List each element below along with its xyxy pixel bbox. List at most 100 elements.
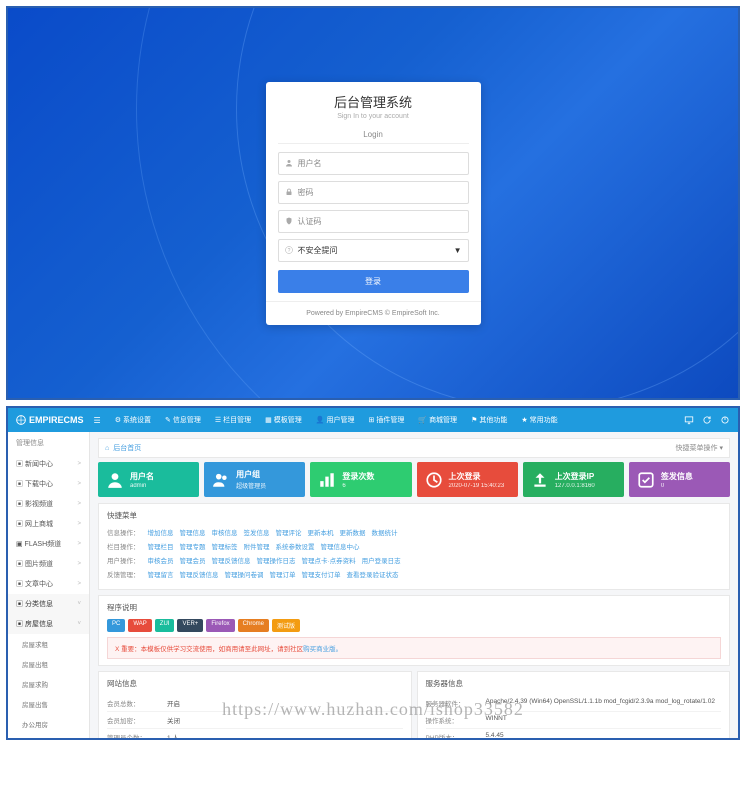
quick-link[interactable]: 系统参数设置 [276,541,315,551]
topnav-item[interactable]: ▦模板管理 [259,412,308,428]
topnav-item[interactable]: ☰栏目管理 [209,412,257,428]
login-footer: Powered by EmpireCMS © EmpireSoft Inc. [266,301,481,325]
stat-cards: 用户名admin用户组超级管理员登录次数6上次登录2020-07-19 15:4… [98,462,730,497]
topnav-item[interactable]: ⚑其他功能 [465,412,513,428]
tag[interactable]: Chrome [238,619,269,632]
quick-link[interactable]: 增加信息 [148,527,174,537]
quick-link[interactable]: 管理操问卷调 [225,569,264,579]
chevron-down-icon: ▼ [454,246,462,255]
top-navigation: ⚙系统设置✎信息管理☰栏目管理▦模板管理👤用户管理⊞插件管理🛒商城管理⚑其他功能… [109,412,684,428]
quick-link[interactable]: 管理支付订单 [302,569,341,579]
quick-link[interactable]: 管理信息 [180,527,206,537]
home-icon[interactable]: ⌂ [105,445,109,452]
stat-card[interactable]: 用户名admin [98,462,199,497]
sidebar-item[interactable]: ▣ 网上商城˃ [8,514,89,534]
stat-card[interactable]: 签发信息0 [629,462,730,497]
quick-link[interactable]: 管理点卡·点券资料 [302,555,356,565]
topnav-item[interactable]: 👤用户管理 [310,412,361,428]
quick-link[interactable]: 管理操作日志 [257,555,296,565]
power-icon[interactable] [720,415,730,425]
sidebar-item[interactable]: 旺铺门面 [8,734,89,738]
quick-menu-panel: 快捷菜单 信息操作：增加信息管理信息审核信息签发信息管理评论更新本机更新数据数据… [98,503,730,590]
stat-card[interactable]: 登录次数6 [310,462,411,497]
quick-link[interactable]: 更新本机 [308,527,334,537]
stat-card[interactable]: 上次登录2020-07-19 15:40:23 [417,462,518,497]
stat-card[interactable]: 上次登录IP127.0.0.1:8160 [523,462,624,497]
topnav-item[interactable]: 🛒商城管理 [412,412,463,428]
quick-menu-title: 快捷菜单 [107,510,721,521]
sidebar-item[interactable]: ▣ 图片频道˃ [8,554,89,574]
login-button[interactable]: 登录 [278,270,469,293]
quick-link[interactable]: 管理标签 [212,541,238,551]
question-icon: ? [285,246,293,254]
server-info-panel: 服务器信息 服务器软件：Apache/2.4.39 (Win64) OpenSS… [417,671,731,738]
tag[interactable]: PC [107,619,125,632]
password-input[interactable]: 密码 [278,181,469,204]
quick-link[interactable]: 管理评论 [276,527,302,537]
globe-icon [16,415,26,425]
quick-link[interactable]: 管理留言 [148,569,174,579]
quick-link[interactable]: 管理专题 [180,541,206,551]
quick-link[interactable]: 更新数据 [340,527,366,537]
login-subtitle: Sign In to your account [278,113,469,120]
quick-link[interactable]: 用户登录日志 [362,555,401,565]
sidebar-item[interactable]: ▣ 分类信息˅ [8,594,89,614]
code-input[interactable]: 认证码 [278,210,469,233]
stat-card[interactable]: 用户组超级管理员 [204,462,305,497]
brand-logo[interactable]: EMPIRECMS [16,415,84,425]
quick-link[interactable]: 管理订单 [270,569,296,579]
refresh-icon[interactable] [702,415,712,425]
svg-text:?: ? [287,248,290,254]
shield-icon [285,217,293,225]
tag[interactable]: Firefox [206,619,234,632]
quick-link[interactable]: 数据统计 [372,527,398,537]
sidebar-item[interactable]: 房屋求购 [8,674,89,694]
quick-link[interactable]: 管理反馈信息 [180,569,219,579]
desktop-icon[interactable] [684,415,694,425]
quick-link[interactable]: 审核信息 [212,527,238,537]
sidebar-item[interactable]: 办公用房 [8,714,89,734]
quick-link[interactable]: 管理会员 [180,555,206,565]
server-info-title: 服务器信息 [426,678,722,689]
menu-toggle[interactable]: ☰ [94,416,101,425]
sidebar-item[interactable]: ▣ 新闻中心˃ [8,454,89,474]
tag[interactable]: ZUI [155,619,175,632]
sidebar-item[interactable]: ▣ 文章中心˃ [8,574,89,594]
topnav-item[interactable]: ⚙系统设置 [109,412,157,428]
topnav-item[interactable]: ⊞插件管理 [362,412,410,428]
quick-link[interactable]: 查看登录验证状态 [347,569,399,579]
sidebar-item[interactable]: ▣ 房屋信息˅ [8,614,89,634]
quick-link[interactable]: 签发信息 [244,527,270,537]
quick-link[interactable]: 管理反馈信息 [212,555,251,565]
quick-link[interactable]: 附件管理 [244,541,270,551]
program-info-title: 程序说明 [107,602,721,613]
alert-link[interactable]: 购买商业版。 [303,646,342,653]
lock-icon [285,188,293,196]
content-area: ⌂ 后台首页 快捷菜单操作 ▾ 用户名admin用户组超级管理员登录次数6上次登… [90,432,738,738]
sidebar-item[interactable]: 房屋出售 [8,694,89,714]
login-card: 后台管理系统 Sign In to your account Login 用户名… [266,82,481,325]
quick-link[interactable]: 管理栏目 [148,541,174,551]
tag[interactable]: 测试版 [272,619,300,632]
tag[interactable]: WAP [128,619,151,632]
topnav-item[interactable]: ★常用功能 [515,412,563,428]
tag[interactable]: VER+ [177,619,203,632]
tag-list: PCWAP ZUIVER+Firefox Chrome测试版 [107,619,721,632]
sidebar-item[interactable]: 房屋求租 [8,634,89,654]
quick-link[interactable]: 审核会员 [148,555,174,565]
quick-link[interactable]: 管理信息中心 [321,541,360,551]
security-question-select[interactable]: ? 不安全提问 ▼ [278,239,469,262]
topnav-item[interactable]: ✎信息管理 [159,412,207,428]
sidebar-item[interactable]: ▣ FLASH频道˃ [8,534,89,554]
breadcrumb-actions[interactable]: 快捷菜单操作 ▾ [676,443,723,453]
login-tab[interactable]: Login [278,126,469,144]
sidebar-item[interactable]: ▣ 下载中心˃ [8,474,89,494]
sidebar-item[interactable]: 房屋出租 [8,654,89,674]
alert-box: X 重要：本模板仅供学习交流使用，如商用请至此网址，请到社区购买商业版。 [107,637,721,659]
breadcrumb-label[interactable]: 后台首页 [113,443,141,453]
top-icons [684,415,730,425]
user-icon [285,159,293,167]
breadcrumb: ⌂ 后台首页 快捷菜单操作 ▾ [98,438,730,458]
username-input[interactable]: 用户名 [278,152,469,175]
sidebar-item[interactable]: ▣ 影视频道˃ [8,494,89,514]
